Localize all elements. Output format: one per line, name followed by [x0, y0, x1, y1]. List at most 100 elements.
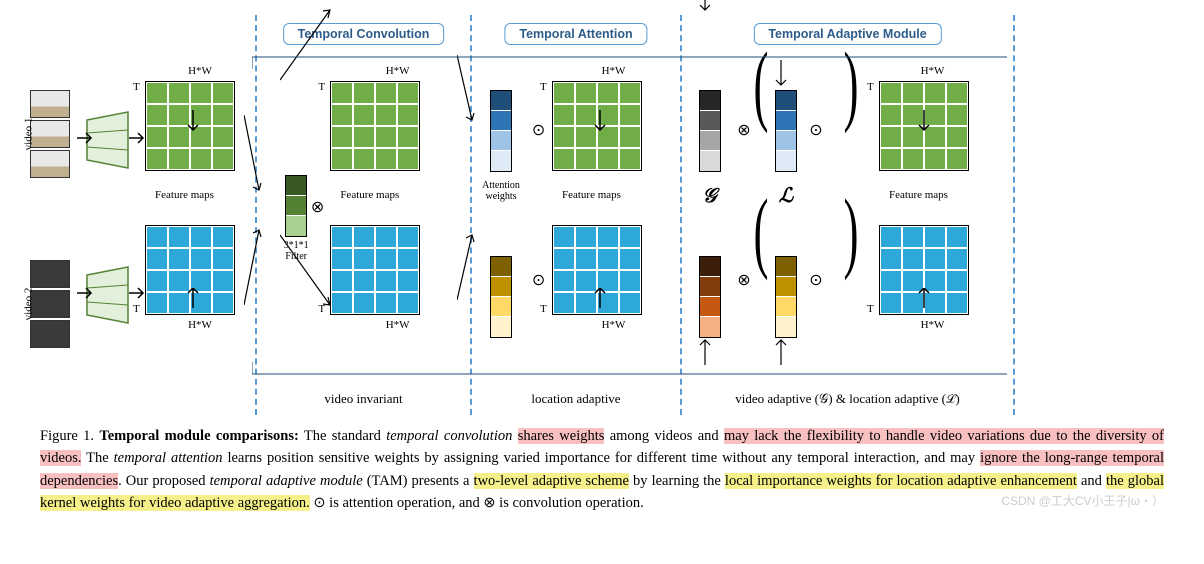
tam-output: H*W T Feature maps T H*W [861, 15, 986, 415]
conv-op-icon: ⊗ [311, 197, 324, 217]
hw-label: H*W [921, 65, 945, 77]
grid-blue: T H*W [879, 225, 986, 315]
filter-column: 3*1*1 Filter ⊗ [262, 15, 330, 415]
att-op-icon: ⊙ [809, 120, 822, 140]
hw-label: H*W [188, 65, 212, 77]
feature-grid [145, 225, 235, 315]
thumb [30, 90, 70, 118]
caption-text [512, 428, 517, 444]
cnn-column [85, 15, 145, 415]
figure-container: video 1 video 2 [0, 0, 1204, 535]
caption-text: ⊙ is attention operation, and ⊗ is convo… [310, 495, 644, 511]
t-label: T [133, 81, 140, 93]
caption-text: temporal convolution [386, 428, 512, 444]
att-output: H*W T Feature maps T H*W [552, 15, 675, 415]
caption-prefix: Figure 1. [40, 428, 99, 444]
att-op-icon: ⊙ [532, 120, 545, 140]
weight-stack [699, 256, 721, 338]
grid-green: H*W T Feature maps [145, 81, 255, 171]
weight-stack [490, 256, 512, 338]
grid-green: H*W T Feature maps [879, 81, 986, 171]
l-label: ℒ [779, 185, 793, 207]
feature-grid [552, 81, 642, 171]
thumb [30, 290, 70, 318]
feature-grid [552, 225, 642, 315]
caption-text: The standard [299, 428, 386, 444]
grid-blue: T H*W [330, 225, 465, 315]
section-tam: Temporal Adaptive Module 𝒢 ⊗ ⊗ [680, 15, 1015, 415]
hw-label: H*W [602, 319, 626, 331]
highlight: local importance weights for location ad… [725, 473, 1077, 489]
conv-op-icon: ⊗ [737, 270, 750, 290]
weight-stack [699, 90, 721, 172]
filter-label: 3*1*1 Filter [284, 240, 309, 262]
grid-blue: T H*W [145, 225, 255, 315]
section-conv: Temporal Convolution 3*1*1 Filter ⊗ H*W [255, 15, 470, 415]
feature-grid [330, 225, 420, 315]
att-op-icon: ⊙ [532, 270, 545, 290]
hw-label: H*W [386, 319, 410, 331]
grid-green: H*W T Feature maps [552, 81, 675, 171]
feature-grid [879, 225, 969, 315]
caption-text: and [1077, 473, 1106, 489]
feature-maps-label: Feature maps [340, 189, 399, 201]
t-label: T [867, 81, 874, 93]
video1-thumbs: video 1 [30, 90, 85, 178]
feature-maps-label: Feature maps [155, 189, 214, 201]
caption-text: temporal attention [114, 450, 223, 466]
highlight: two-level adaptive scheme [474, 473, 629, 489]
hw-label: H*W [602, 65, 626, 77]
diagram: video 1 video 2 [30, 15, 1174, 415]
g-weights: 𝒢 [687, 15, 732, 415]
section-bottom: location adaptive [531, 391, 620, 407]
attention-weights-label: Attention weights [477, 180, 525, 202]
caption-text: learns position sensitive weights by ass… [223, 450, 981, 466]
highlight: shares weights [518, 428, 605, 444]
t-label: T [540, 303, 547, 315]
caption-text: (TAM) presents a [363, 473, 474, 489]
hw-label: H*W [188, 319, 212, 331]
caption-text: temporal adaptive module [210, 473, 363, 489]
l-weights: ℒ [766, 15, 806, 338]
caption-text: by learning the [629, 473, 725, 489]
thumb [30, 320, 70, 348]
op-column: ⊙ ⊙ [804, 15, 828, 290]
thumb [30, 120, 70, 148]
video2-thumbs: video 2 [30, 260, 85, 348]
att-op-icon: ⊙ [809, 270, 822, 290]
feature-maps-label: Feature maps [889, 189, 948, 201]
cnn-icon [85, 265, 130, 325]
video1-label: video 1 [22, 118, 34, 151]
weight-stack [775, 90, 797, 172]
grid-green: H*W T Feature maps [330, 81, 465, 171]
t-label: T [318, 303, 325, 315]
t-label: T [540, 81, 547, 93]
caption-title: Temporal module comparisons: [99, 428, 298, 444]
conv-output: H*W T Feature maps T H*W [330, 15, 465, 415]
g-label: 𝒢 [702, 185, 716, 207]
base-features: H*W T Feature maps T H*W [145, 15, 255, 415]
grid-blue: T H*W [552, 225, 675, 315]
hw-label: H*W [921, 319, 945, 331]
section-bottom: video invariant [324, 391, 402, 407]
weight-stack [775, 256, 797, 338]
op-column: ⊙ ⊙ [525, 15, 552, 415]
feature-grid [879, 81, 969, 171]
section-bottom: video adaptive (𝒢) & location adaptive (… [735, 391, 959, 407]
att-weights: Attention weights [477, 15, 525, 415]
arrow-icon [697, 335, 713, 365]
caption-text: . Our proposed [118, 473, 209, 489]
thumb [30, 260, 70, 288]
feature-maps-label: Feature maps [562, 189, 621, 201]
hw-label: H*W [386, 65, 410, 77]
watermark: CSDN @工大CV小王子|ω・） [1001, 492, 1164, 509]
caption-text: The [81, 450, 113, 466]
op-column: ⊗ ⊗ [732, 15, 756, 415]
bracket-right-icon: ) [844, 33, 859, 136]
conv-op-icon: ⊗ [737, 120, 750, 140]
arrow-icon [773, 335, 789, 365]
t-label: T [867, 303, 874, 315]
weight-stack [490, 90, 512, 172]
conv-filter [285, 175, 307, 237]
caption-text: among videos and [604, 428, 724, 444]
